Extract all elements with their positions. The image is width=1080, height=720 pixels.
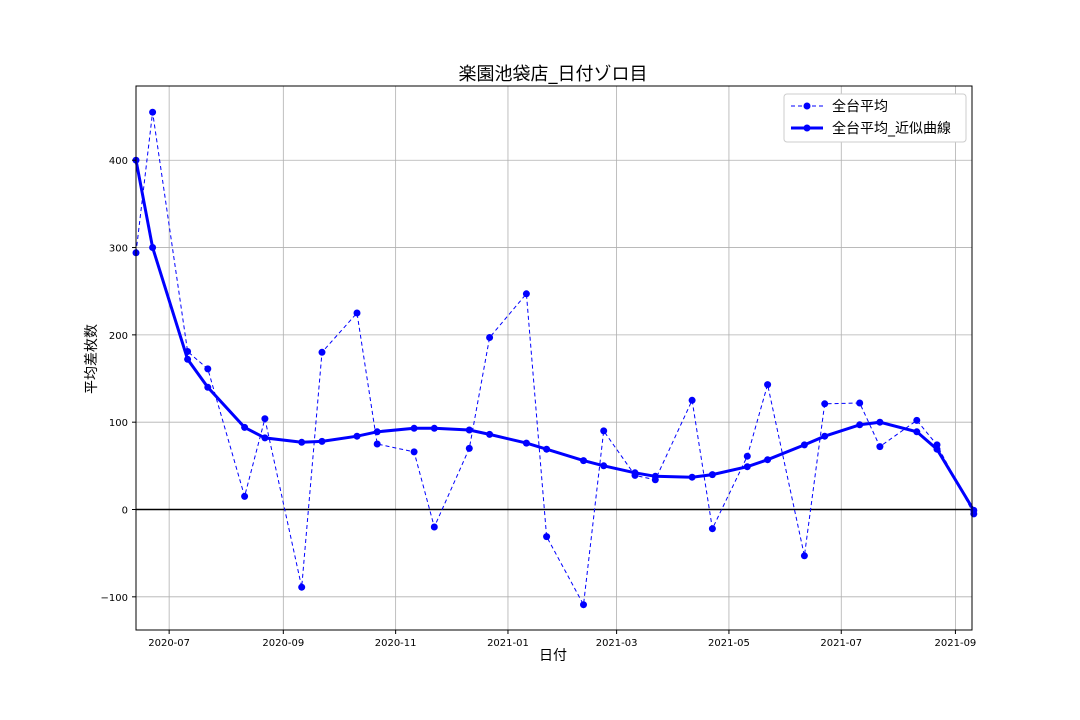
- series-2-point: [743, 463, 751, 471]
- x-tick-label: 2021-03: [596, 638, 638, 649]
- series-1-point: [486, 334, 494, 341]
- series-1-point: [600, 427, 608, 435]
- ticks: 2020-07 2020-09 2020-11 2021-01 2021-03 2021-…: [101, 156, 977, 649]
- series-2-point: [764, 456, 772, 464]
- x-tick-label: 2021-05: [708, 638, 750, 649]
- series-1-point: [149, 108, 157, 116]
- series-1-point: [465, 444, 473, 452]
- series-2-point: [430, 424, 438, 432]
- legend-label-series-2: 全台平均_近似曲線: [832, 120, 951, 137]
- series-2-point: [876, 418, 884, 426]
- series-2-point: [580, 457, 587, 465]
- series-1-point: [204, 365, 212, 373]
- series-1-point: [688, 396, 696, 404]
- y-tick-label: 200: [109, 331, 128, 342]
- x-tick-label: 2020-09: [262, 638, 304, 649]
- series-1-point: [800, 552, 808, 560]
- y-axis-label: 平均差枚数: [84, 324, 100, 394]
- series-1-point: [522, 290, 530, 298]
- series-1-point: [821, 400, 829, 408]
- x-tick-label: 2020-11: [375, 638, 417, 649]
- x-tick-label: 2021-07: [820, 638, 862, 649]
- series-2-point: [204, 383, 212, 391]
- legend: 全台平均 全台平均_近似曲線: [783, 93, 967, 143]
- series-1-point: [353, 309, 361, 317]
- series-2-point: [465, 426, 473, 434]
- series-2-point: [522, 439, 530, 447]
- x-tick-label: 2020-07: [148, 638, 190, 649]
- series-1-point: [261, 415, 269, 423]
- series-2-point: [708, 471, 716, 479]
- series-1-point: [410, 448, 418, 456]
- series-2-point: [933, 445, 941, 453]
- series-1-point: [241, 492, 249, 500]
- y-tick-label: 100: [109, 418, 128, 429]
- series-1-point: [743, 452, 751, 460]
- series-2-point: [486, 430, 494, 438]
- series-1-point: [373, 440, 381, 448]
- series-2-point: [373, 428, 381, 436]
- legend-label-series-1: 全台平均: [832, 98, 888, 115]
- series-2-point: [353, 432, 361, 440]
- series-1-point: [580, 601, 587, 609]
- x-axis-label: 日付: [539, 648, 567, 664]
- series-1-point: [856, 399, 864, 407]
- series-2-point: [631, 469, 639, 477]
- series-2-point: [298, 438, 306, 446]
- series-1-point: [876, 443, 884, 451]
- series-1-point: [708, 525, 716, 533]
- y-tick-label: −100: [101, 593, 128, 604]
- series-group: [132, 108, 978, 609]
- series-2-point: [600, 462, 608, 470]
- series-1-point: [543, 533, 551, 541]
- series-1-point: [764, 381, 772, 389]
- series-2-point: [410, 424, 418, 432]
- x-tick-label: 2021-01: [487, 638, 529, 649]
- series-2-point: [318, 437, 326, 445]
- series-layer: [132, 108, 978, 609]
- series-2-point: [856, 421, 864, 429]
- y-tick-label: 300: [109, 244, 128, 255]
- series-1-point: [318, 348, 326, 356]
- series-1-point: [298, 583, 306, 591]
- y-tick-label: 0: [122, 505, 128, 516]
- legend-dashed-marker: [803, 102, 811, 110]
- series-2-point: [651, 472, 659, 480]
- series-2-point: [970, 506, 978, 514]
- series-2-point: [184, 355, 192, 363]
- series-2-point: [543, 445, 551, 453]
- series-2-point: [149, 244, 157, 251]
- legend-solid-marker: [803, 124, 811, 132]
- series-2-point: [241, 423, 249, 431]
- x-tick-label: 2021-09: [935, 638, 977, 649]
- series-2-point: [688, 473, 696, 481]
- series-2-point: [261, 434, 269, 442]
- chart-title: 楽園池袋店_日付ゾロ目: [459, 64, 648, 85]
- series-1-point: [913, 416, 921, 424]
- legend-box: [783, 93, 967, 143]
- series-2-point: [913, 428, 921, 436]
- series-2-point: [800, 441, 808, 449]
- series-1-point: [430, 523, 438, 531]
- plot-frame: [135, 85, 973, 631]
- y-tick-label: 400: [109, 156, 128, 167]
- series-2-point: [821, 432, 829, 440]
